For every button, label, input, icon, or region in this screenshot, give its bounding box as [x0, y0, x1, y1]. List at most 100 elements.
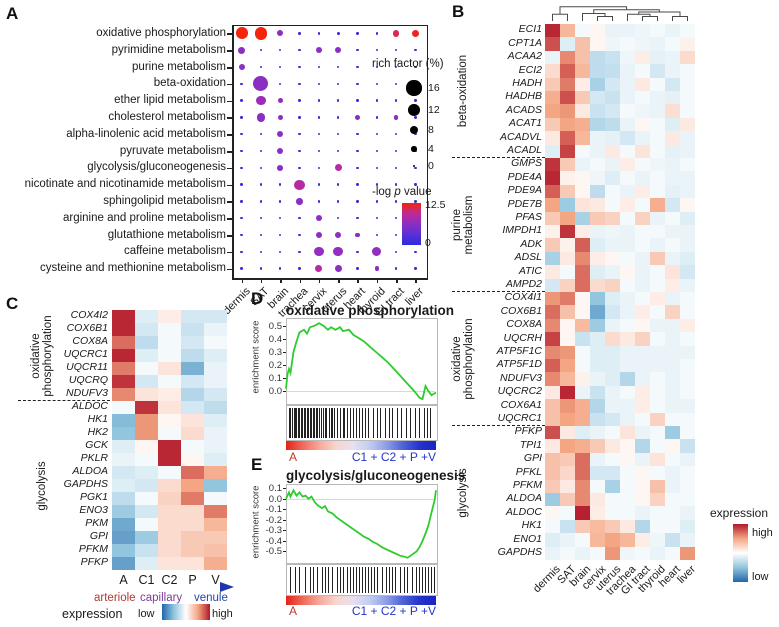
dot: [317, 65, 321, 69]
heatmap-cell: [650, 546, 666, 561]
heatmap-cell: [181, 310, 205, 324]
gsea-d-right-group: C1 + C2 + P +V: [351, 450, 436, 464]
heatmap-cell: [590, 77, 606, 92]
heatmap-cell: [545, 452, 561, 467]
dot: [238, 63, 245, 71]
heatmap-cell: [635, 211, 651, 226]
dot: [375, 48, 378, 52]
heatmap-cell: [545, 131, 561, 145]
pathway-label: pyrimidine metabolism: [111, 43, 226, 56]
barcode-line: [306, 408, 308, 438]
heatmap-cell: [650, 171, 666, 186]
gene-label: UQCRC1: [63, 348, 108, 361]
heatmap-cell: [680, 399, 696, 413]
gene-label: COX4I1: [504, 291, 542, 304]
heatmap-cell: [158, 323, 182, 337]
heatmap-cell: [620, 546, 636, 561]
barcode-line: [324, 408, 326, 438]
y-tick-label: -0.1: [265, 504, 282, 516]
barcode-line: [326, 408, 328, 438]
heatmap-cell: [665, 506, 681, 521]
heatmap-cell: [620, 278, 636, 293]
barcode-line: [411, 567, 413, 593]
heatmap-cell: [560, 412, 576, 427]
gsea-curve: [285, 488, 437, 559]
heatmap-cell: [204, 401, 228, 415]
heatmap-cell: [620, 466, 636, 480]
heatmap-cell: [545, 359, 561, 373]
heatmap-cell: [665, 251, 681, 266]
dot: [298, 32, 301, 35]
heatmap-cell: [650, 104, 666, 119]
barcode-line: [374, 567, 376, 593]
heatmap-cell: [635, 91, 651, 105]
color-legend-max: 12.5: [425, 199, 446, 211]
barcode-line: [350, 567, 352, 593]
heatmap-cell: [635, 131, 651, 145]
heatmap-cell: [590, 278, 606, 293]
heatmap-cell: [560, 91, 576, 105]
dot: [394, 267, 398, 270]
barcode-line: [344, 408, 346, 438]
barcode-line: [384, 408, 386, 438]
heatmap-cell: [665, 184, 681, 199]
dot: [375, 166, 378, 169]
heatmap-cell: [545, 372, 561, 387]
heatmap-cell: [590, 158, 606, 172]
gene-label: GAPDHS: [497, 546, 542, 559]
heatmap-cell: [181, 531, 205, 545]
heatmap-cell: [650, 372, 666, 387]
barcode-line: [359, 408, 361, 438]
barcode-line: [290, 408, 292, 438]
dot: [240, 250, 243, 253]
heatmap-cell: [590, 305, 606, 320]
gene-label: ATIC: [518, 264, 542, 277]
barcode-line: [297, 408, 299, 438]
heatmap-cell: [575, 318, 591, 333]
heatmap-cell: [635, 50, 651, 65]
heatmap-cell: [560, 50, 576, 65]
barcode-line: [429, 408, 431, 438]
barcode-line: [410, 408, 412, 438]
barcode-line: [314, 408, 316, 438]
heatmap-cell: [605, 466, 621, 480]
barcode-line: [414, 408, 416, 438]
size-legend-dot: [408, 104, 420, 116]
heatmap-cell: [575, 278, 591, 293]
heatmap-cell: [680, 91, 696, 105]
dot: [394, 82, 398, 85]
pathway-label: cysteine and methionine metabolism: [39, 262, 226, 275]
heatmap-cell: [204, 557, 228, 571]
size-legend-value: 4: [428, 143, 434, 155]
dendrogram-branch: [642, 16, 658, 21]
pathway-group-label: glycolysis: [35, 460, 48, 511]
dot: [298, 149, 301, 153]
dot: [240, 82, 243, 85]
size-legend-value: 0: [428, 160, 434, 172]
gsea-gradient-bar: [286, 441, 436, 450]
gene-label: PFKM: [78, 543, 108, 556]
dot: [356, 48, 359, 52]
dot: [315, 265, 323, 273]
dot: [336, 200, 340, 203]
heatmap-cell: [650, 64, 666, 78]
barcode-line: [389, 408, 391, 438]
heatmap-cell: [650, 278, 666, 293]
heatmap-cell: [620, 359, 636, 373]
heatmap-cell: [650, 225, 666, 239]
heatmap-cell: [575, 332, 591, 346]
dot: [394, 183, 398, 186]
heatmap-cell: [181, 323, 205, 337]
heatmap-cell: [665, 292, 681, 306]
heatmap-cell: [605, 184, 621, 199]
dot: [394, 65, 398, 69]
y-tick: [227, 251, 232, 254]
dot: [336, 216, 340, 220]
heatmap-cell: [560, 533, 576, 547]
heatmap-cell: [204, 336, 228, 350]
gsea-zero-line: [287, 391, 435, 393]
heatmap-cell: [112, 466, 136, 480]
heatmap-cell: [590, 171, 606, 186]
heatmap-cell: [158, 440, 182, 454]
y-tick: [227, 235, 232, 237]
